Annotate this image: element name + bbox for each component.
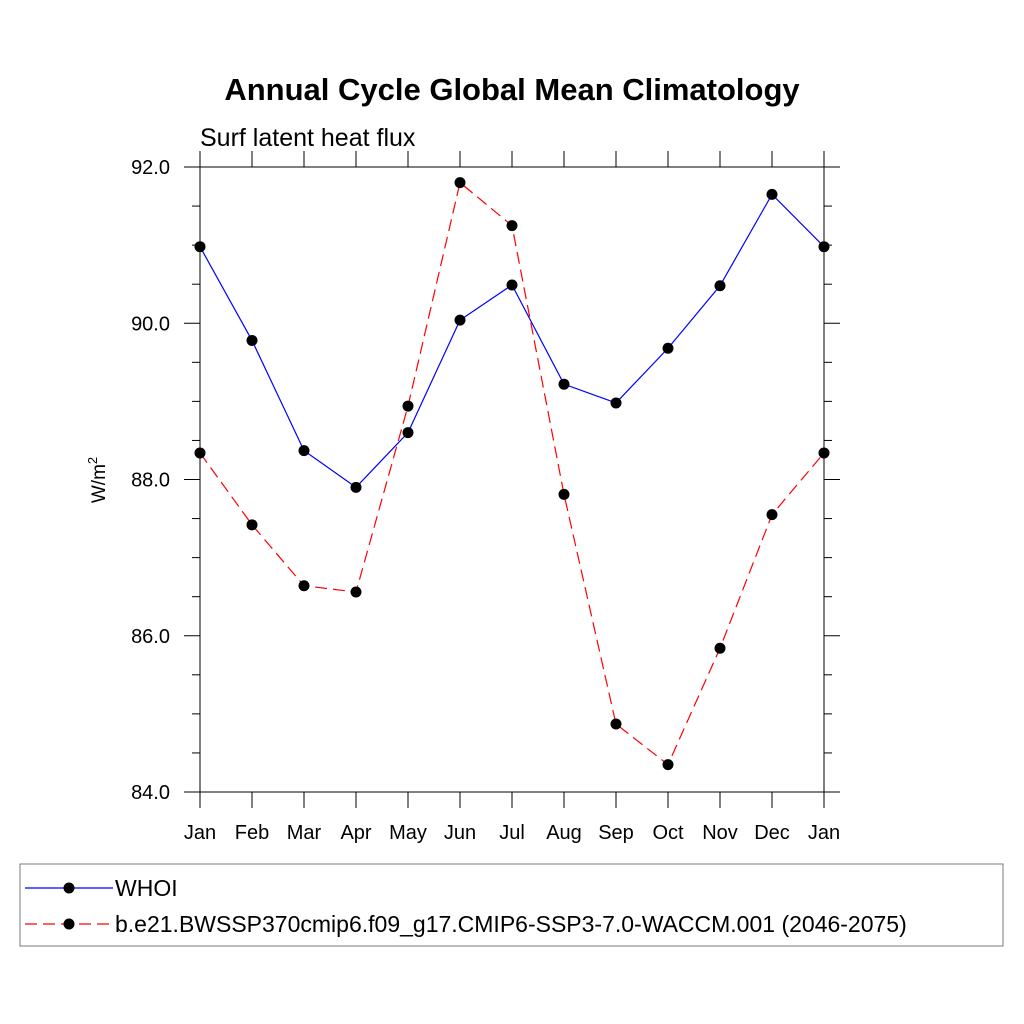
series-1-point bbox=[662, 342, 674, 354]
legend-label-1: WHOI bbox=[115, 875, 178, 901]
y-tick-label: 84.0 bbox=[131, 782, 170, 804]
plot-area: 84.0 86.0 88.0 90.0 92.0 Jan Feb Mar Apr May Jun Ju… bbox=[131, 151, 840, 844]
series-2-point bbox=[194, 447, 206, 459]
series-1-point bbox=[350, 481, 362, 493]
x-tick-label: Feb bbox=[235, 822, 269, 844]
y-axis-label: W/m2 bbox=[85, 457, 110, 503]
series-1-point bbox=[454, 314, 466, 326]
x-tick-label: Jun bbox=[444, 822, 476, 844]
x-tick-label: Sep bbox=[598, 822, 634, 844]
series-1-point bbox=[402, 427, 414, 439]
x-tick-label: Oct bbox=[652, 822, 684, 844]
x-tick-label: Mar bbox=[287, 822, 322, 844]
series-2-point bbox=[610, 718, 622, 730]
series-1-point bbox=[506, 279, 518, 291]
y-tick-label: 86.0 bbox=[131, 626, 170, 648]
legend: WHOI b.e21.BWSSP370cmip6.f09_g17.CMIP6-SS… bbox=[19, 863, 1004, 947]
x-tick-label: Jan bbox=[808, 822, 840, 844]
series-1-point bbox=[610, 397, 622, 409]
series-2-point bbox=[402, 400, 414, 412]
legend-label-2: b.e21.BWSSP370cmip6.f09_g17.CMIP6-SSP3-7… bbox=[115, 911, 907, 937]
x-tick-label: Jul bbox=[499, 822, 525, 844]
y-axis-label-text: W/m bbox=[89, 464, 110, 503]
y-axis-label-superscript: 2 bbox=[85, 457, 100, 464]
chart-subtitle: Surf latent heat flux bbox=[200, 124, 416, 152]
series-1-point bbox=[298, 445, 310, 457]
series-2-point bbox=[454, 177, 466, 189]
series-1-point bbox=[246, 334, 258, 346]
legend-marker-2 bbox=[63, 918, 75, 930]
series-2-point bbox=[766, 509, 778, 521]
series-2-point bbox=[662, 759, 674, 771]
series-2-point bbox=[350, 586, 362, 598]
y-tick-label: 90.0 bbox=[131, 313, 170, 335]
legend-box bbox=[19, 863, 1004, 947]
x-tick-label: May bbox=[389, 822, 427, 844]
x-tick-label: Dec bbox=[754, 822, 790, 844]
x-tick-label: Aug bbox=[546, 822, 582, 844]
series-2-point bbox=[298, 580, 310, 592]
series-2-point bbox=[246, 519, 258, 531]
series-1-point bbox=[194, 241, 206, 253]
x-tick-label: Nov bbox=[702, 822, 738, 844]
series-2-point bbox=[818, 447, 830, 459]
series-1-point bbox=[818, 241, 830, 253]
series-1-point bbox=[714, 280, 726, 292]
series-2-point bbox=[506, 220, 518, 232]
series-1-point bbox=[766, 188, 778, 200]
y-tick-label: 88.0 bbox=[131, 470, 170, 492]
series-line-1 bbox=[199, 193, 825, 489]
x-tick-label: Jan bbox=[184, 822, 216, 844]
series-2-point bbox=[714, 642, 726, 654]
plot-frame bbox=[199, 166, 825, 793]
series-1-point bbox=[558, 378, 570, 390]
series-2-point bbox=[558, 488, 570, 500]
legend-marker-1 bbox=[63, 882, 75, 894]
chart-title: Annual Cycle Global Mean Climatology bbox=[224, 72, 800, 107]
x-tick-label: Apr bbox=[340, 822, 371, 844]
y-tick-label: 92.0 bbox=[131, 157, 170, 179]
series-line-2 bbox=[199, 181, 825, 766]
